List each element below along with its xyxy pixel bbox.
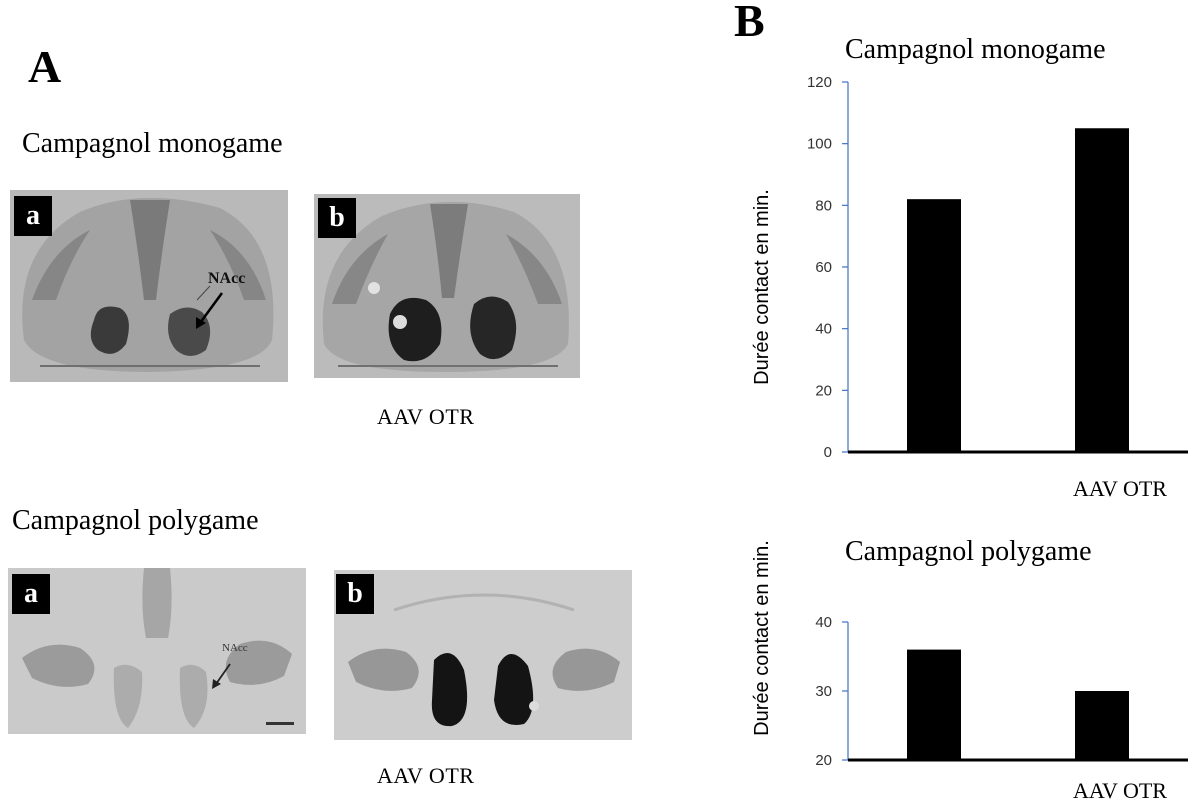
chart-1-bar-2 bbox=[1075, 128, 1129, 452]
polygame-micrograph-b-image bbox=[334, 570, 632, 740]
monogame-caption: AAV OTR bbox=[377, 404, 475, 429]
chart-2-bar-1 bbox=[907, 649, 961, 760]
chart-1-y-tick-label: 20 bbox=[815, 382, 832, 399]
monogame-badge-a: a bbox=[14, 196, 52, 236]
chart-2-x-category-label: AAV OTR bbox=[1073, 778, 1167, 803]
polygame-section-title: Campagnol polygame bbox=[12, 505, 259, 536]
monogame-section-title: Campagnol monogame bbox=[22, 128, 283, 159]
polygame-badge-b: b bbox=[336, 574, 374, 614]
chart-1-bar-1 bbox=[907, 199, 961, 452]
chart-2-y-axis-label: Durée contact en min. bbox=[751, 540, 773, 736]
chart-2-y-ticks: 20 30 40 bbox=[815, 614, 848, 769]
chart-2-y-tick-label: 40 bbox=[815, 614, 832, 631]
chart-1-y-tick-label: 0 bbox=[824, 444, 832, 461]
chart-1-y-tick-label: 100 bbox=[807, 136, 832, 153]
chart-1-y-tick-label: 60 bbox=[815, 259, 832, 276]
chart-2-title: Campagnol polygame bbox=[845, 536, 1092, 567]
chart-1-y-tick-label: 120 bbox=[807, 74, 832, 91]
polygame-nacc-label: NAcc bbox=[222, 642, 248, 654]
chart-1-y-tick-label: 80 bbox=[815, 197, 832, 214]
polygame-badge-a: a bbox=[12, 574, 50, 614]
monogame-micrograph-a-image bbox=[10, 190, 288, 382]
chart-1-bars bbox=[907, 128, 1129, 452]
monogame-nacc-label: NAcc bbox=[208, 270, 246, 287]
chart-1-title: Campagnol monogame bbox=[845, 34, 1106, 65]
chart-2-y-tick-label: 20 bbox=[815, 752, 832, 769]
polygame-caption: AAV OTR bbox=[377, 763, 475, 788]
polygame-micrograph-a-image bbox=[8, 568, 306, 734]
chart-1-y-axis-label: Durée contact en min. bbox=[751, 189, 773, 385]
panel-b-letter: B bbox=[734, 0, 765, 46]
chart-2-bar-2 bbox=[1075, 691, 1129, 760]
chart-2-bars bbox=[907, 649, 1129, 760]
chart-1-y-tick-label: 40 bbox=[815, 321, 832, 338]
monogame-micrograph-b: b bbox=[314, 194, 580, 378]
chart-1-y-ticks: 0 20 40 60 80 100 120 bbox=[807, 74, 848, 461]
monogame-micrograph-a: a NAcc bbox=[10, 190, 288, 382]
chart-1-x-category-label: AAV OTR bbox=[1073, 476, 1167, 501]
polygame-micrograph-b: b bbox=[334, 570, 632, 740]
monogame-micrograph-b-image bbox=[314, 194, 580, 378]
polygame-micrograph-a: a NAcc bbox=[8, 568, 306, 734]
chart-2-y-tick-label: 30 bbox=[815, 683, 832, 700]
panel-a-letter: A bbox=[28, 41, 62, 92]
monogame-badge-b: b bbox=[318, 198, 356, 238]
